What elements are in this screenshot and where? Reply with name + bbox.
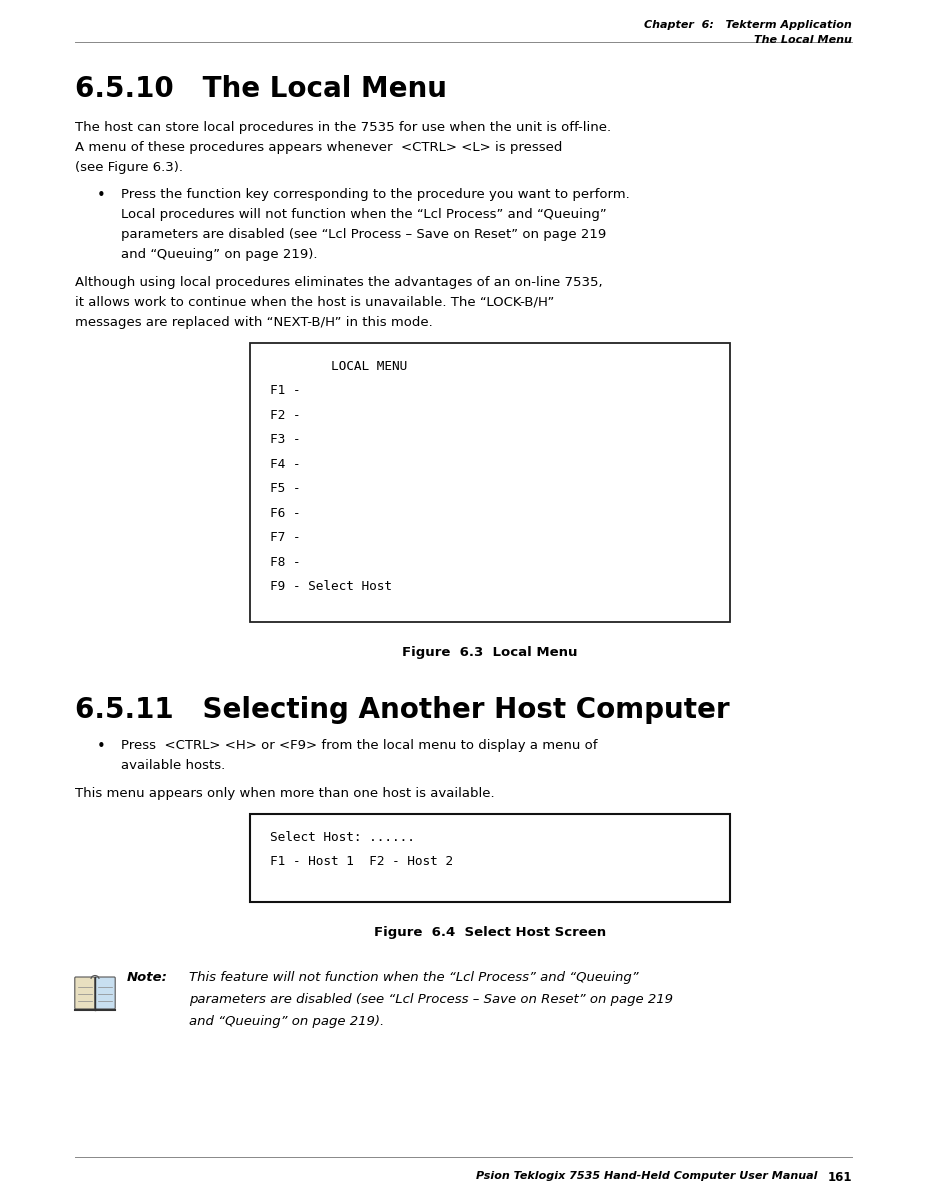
Text: F4 -: F4 - <box>270 458 300 470</box>
Text: Press the function key corresponding to the procedure you want to perform.: Press the function key corresponding to … <box>121 188 629 201</box>
Text: 161: 161 <box>828 1171 852 1184</box>
Text: 6.5.11   Selecting Another Host Computer: 6.5.11 Selecting Another Host Computer <box>75 695 730 724</box>
Text: A menu of these procedures appears whenever  <CTRL> <L> is pressed: A menu of these procedures appears whene… <box>75 141 563 154</box>
Bar <box>250 814 730 903</box>
Text: and “Queuing” on page 219).: and “Queuing” on page 219). <box>189 1015 385 1028</box>
Text: F7 -: F7 - <box>270 531 300 545</box>
Text: Select Host: ......: Select Host: ...... <box>270 831 415 844</box>
Text: messages are replaced with “NEXT-B/H” in this mode.: messages are replaced with “NEXT-B/H” in… <box>75 316 433 329</box>
Text: LOCAL MENU: LOCAL MENU <box>270 360 407 373</box>
Text: F9 - Select Host: F9 - Select Host <box>270 581 392 594</box>
Text: F2 -: F2 - <box>270 409 300 423</box>
Text: F8 -: F8 - <box>270 555 300 569</box>
Text: (see Figure 6.3).: (see Figure 6.3). <box>75 162 183 174</box>
Text: The Local Menu: The Local Menu <box>755 36 852 45</box>
Text: F1 -: F1 - <box>270 384 300 397</box>
Text: Local procedures will not function when the “Lcl Process” and “Queuing”: Local procedures will not function when … <box>121 208 607 221</box>
Text: Note:: Note: <box>127 971 168 984</box>
Text: •: • <box>97 188 106 203</box>
Bar <box>250 344 730 622</box>
Text: •: • <box>97 739 106 754</box>
Text: and “Queuing” on page 219).: and “Queuing” on page 219). <box>121 248 318 261</box>
Text: parameters are disabled (see “Lcl Process – Save on Reset” on page 219: parameters are disabled (see “Lcl Proces… <box>189 994 673 1005</box>
Text: Figure  6.4  Select Host Screen: Figure 6.4 Select Host Screen <box>374 926 606 938</box>
Text: This feature will not function when the “Lcl Process” and “Queuing”: This feature will not function when the … <box>189 971 639 984</box>
Text: This menu appears only when more than one host is available.: This menu appears only when more than on… <box>75 786 495 800</box>
FancyBboxPatch shape <box>75 977 95 1009</box>
Text: F1 - Host 1  F2 - Host 2: F1 - Host 1 F2 - Host 2 <box>270 856 453 869</box>
FancyBboxPatch shape <box>95 977 115 1009</box>
Text: The host can store local procedures in the 7535 for use when the unit is off-lin: The host can store local procedures in t… <box>75 121 611 134</box>
Text: it allows work to continue when the host is unavailable. The “LOCK-B/H”: it allows work to continue when the host… <box>75 296 554 309</box>
Text: parameters are disabled (see “Lcl Process – Save on Reset” on page 219: parameters are disabled (see “Lcl Proces… <box>121 227 606 241</box>
Text: Psion Teklogix 7535 Hand-Held Computer User Manual: Psion Teklogix 7535 Hand-Held Computer U… <box>476 1171 817 1181</box>
Text: available hosts.: available hosts. <box>121 759 225 772</box>
Text: F6 -: F6 - <box>270 508 300 519</box>
Text: Press  <CTRL> <H> or <F9> from the local menu to display a menu of: Press <CTRL> <H> or <F9> from the local … <box>121 739 598 752</box>
Text: Figure  6.3  Local Menu: Figure 6.3 Local Menu <box>402 646 578 660</box>
Text: Chapter  6:   Tekterm Application: Chapter 6: Tekterm Application <box>644 20 852 30</box>
Text: Although using local procedures eliminates the advantages of an on-line 7535,: Although using local procedures eliminat… <box>75 277 603 288</box>
Text: F5 -: F5 - <box>270 482 300 496</box>
Text: 6.5.10   The Local Menu: 6.5.10 The Local Menu <box>75 75 447 103</box>
Text: F3 -: F3 - <box>270 433 300 446</box>
